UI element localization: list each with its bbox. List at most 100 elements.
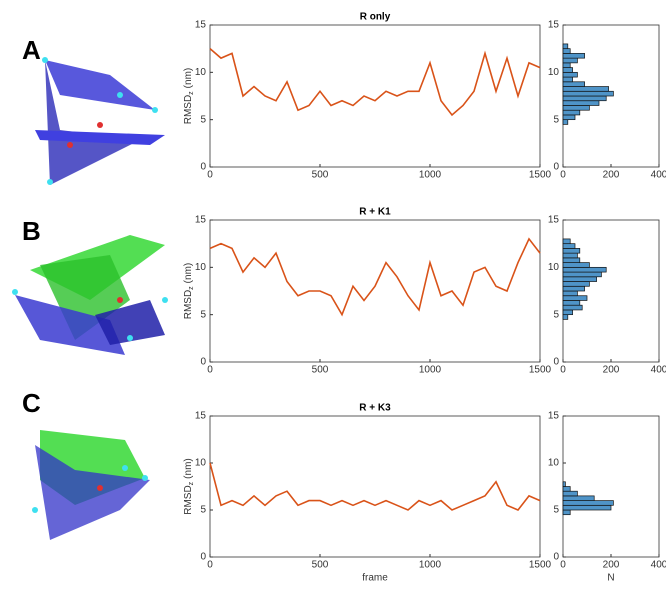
hist-bar [563, 63, 570, 68]
x-tick-label: 500 [312, 365, 329, 376]
hist-bar [563, 87, 609, 92]
y-axis-label: RMSDz(nm) [183, 68, 195, 125]
x-tick-label: 1500 [529, 170, 552, 181]
y-tick-label: 5 [553, 505, 559, 516]
y-tick-label: 5 [200, 309, 206, 320]
plot-frame [563, 416, 659, 557]
y-label-sub: z [188, 91, 195, 95]
y-label-sub: z [188, 481, 195, 485]
hist-bar [563, 315, 568, 320]
panel-label: A [22, 35, 41, 65]
y-tick-label: 10 [548, 67, 560, 78]
hist-bar [563, 277, 597, 282]
hist-bar [563, 72, 577, 77]
hist-bar [563, 482, 565, 487]
hist-bar [563, 263, 589, 268]
y-tick-label: 5 [200, 114, 206, 125]
y-tick-label: 15 [195, 215, 207, 226]
panel-label: B [22, 216, 41, 246]
x-tick-label: 0 [560, 560, 566, 571]
hist-bar [563, 120, 568, 125]
figure: ABC051015050010001500R onlyRMSDz(nm)0510… [0, 0, 666, 586]
x-tick-label: 0 [207, 365, 213, 376]
hist-bar [563, 282, 589, 287]
y-tick-label: 10 [195, 458, 207, 469]
plot-frame [210, 416, 540, 557]
y-label-unit: (nm) [183, 263, 194, 284]
x-tick-label: 200 [603, 365, 620, 376]
y-tick-label: 15 [548, 20, 560, 31]
plot-frame [210, 25, 540, 167]
x-tick-label: 400 [651, 560, 666, 571]
y-label-sub: z [188, 286, 195, 290]
x-tick-label: 200 [603, 170, 620, 181]
hist-bar [563, 110, 580, 115]
data-line [210, 463, 540, 510]
data-line [210, 239, 540, 315]
y-tick-label: 0 [553, 162, 559, 173]
y-axis-label: RMSDz (nm) [183, 263, 195, 320]
hist-bar [563, 258, 580, 263]
x-tick-label: 1500 [529, 560, 552, 571]
x-tick-label: 1500 [529, 365, 552, 376]
chart-title: R + K1 [359, 207, 391, 218]
y-tick-label: 15 [548, 411, 560, 422]
hist-bar [563, 68, 573, 73]
x-tick-label: 0 [560, 170, 566, 181]
hist-bar [563, 505, 611, 510]
x-axis-label: frame [362, 573, 388, 584]
x-tick-label: 400 [651, 170, 666, 181]
structure-a [35, 57, 165, 185]
hist-bar [563, 105, 589, 110]
structure-b [12, 235, 168, 355]
hist-bar [563, 305, 582, 310]
hist-bar [563, 239, 570, 244]
x-tick-label: 1000 [419, 170, 442, 181]
x-axis-label: N [607, 573, 614, 584]
y-tick-label: 0 [200, 162, 206, 173]
y-tick-label: 5 [553, 309, 559, 320]
y-tick-label: 10 [548, 458, 560, 469]
y-tick-label: 0 [200, 552, 206, 563]
hist-bar [563, 244, 575, 249]
y-tick-label: 10 [195, 262, 207, 273]
hist-bar [563, 91, 613, 96]
y-tick-label: 0 [553, 552, 559, 563]
y-tick-label: 10 [195, 67, 207, 78]
y-tick-label: 10 [548, 262, 560, 273]
hist-bar [563, 82, 585, 87]
x-tick-label: 0 [207, 170, 213, 181]
chart-title: R + K3 [359, 403, 391, 414]
hist-bar [563, 115, 575, 120]
x-tick-label: 1000 [419, 365, 442, 376]
plot-frame [210, 220, 540, 362]
y-label-main: RMSD [183, 485, 194, 514]
x-tick-label: 500 [312, 560, 329, 571]
x-tick-label: 400 [651, 365, 666, 376]
hist-bar [563, 491, 577, 496]
hist-bar [563, 101, 599, 106]
hist-bar [563, 487, 570, 492]
hist-bar [563, 253, 577, 258]
y-label-unit: (nm) [183, 68, 194, 89]
hist-bar [563, 286, 585, 291]
hist-bar [563, 510, 570, 515]
x-tick-label: 0 [560, 365, 566, 376]
hist-bar [563, 310, 573, 315]
chart-title: R only [360, 12, 391, 23]
y-tick-label: 0 [200, 357, 206, 368]
x-tick-label: 1000 [419, 560, 442, 571]
y-tick-label: 15 [548, 215, 560, 226]
y-label-unit: (nm) [183, 458, 194, 479]
hist-bar [563, 53, 585, 58]
hist-bar [563, 291, 577, 296]
x-tick-label: 500 [312, 170, 329, 181]
y-tick-label: 5 [200, 505, 206, 516]
panel-label: C [22, 388, 41, 418]
y-tick-label: 15 [195, 20, 207, 31]
hist-bar [563, 300, 580, 305]
y-tick-label: 15 [195, 411, 207, 422]
hist-bar [563, 96, 606, 101]
hist-bar [563, 267, 606, 272]
y-label-main: RMSD [183, 290, 194, 319]
